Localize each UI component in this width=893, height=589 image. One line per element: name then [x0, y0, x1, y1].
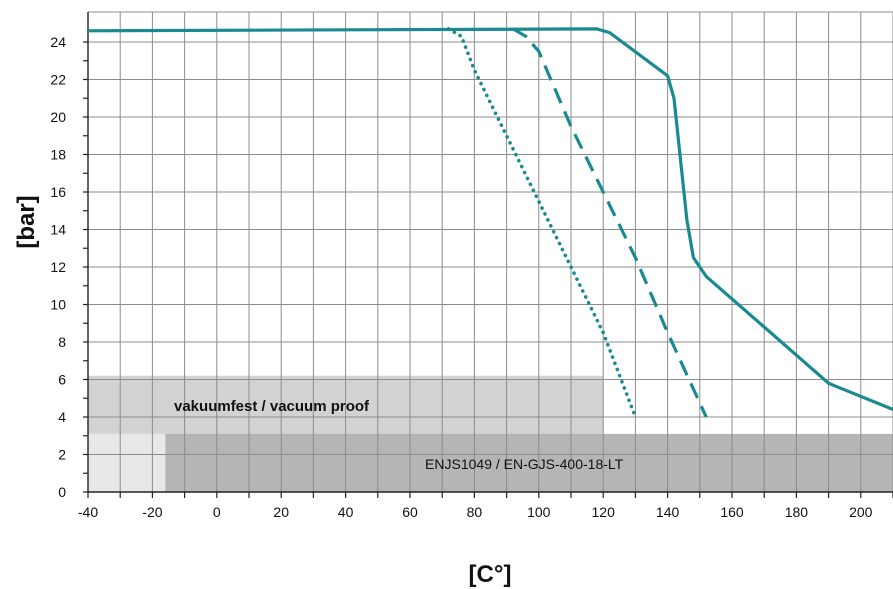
x-tick-label: 60	[402, 504, 418, 520]
y-tick-label: 10	[50, 297, 66, 313]
y-tick-label: 12	[50, 259, 66, 275]
x-tick-label: 180	[785, 504, 809, 520]
y-tick-label: 24	[50, 34, 66, 50]
series-dotted-line	[446, 27, 638, 419]
x-tick-label: -20	[142, 504, 162, 520]
x-tick-label: 120	[592, 504, 616, 520]
x-tick-label: 200	[849, 504, 873, 520]
y-tick-label: 14	[50, 222, 66, 238]
y-tick-label: 6	[58, 372, 66, 388]
y-tick-label: 0	[58, 484, 66, 500]
y-tick-label: 16	[50, 184, 66, 200]
y-tick-label: 4	[58, 409, 66, 425]
y-axis-title: [bar]	[13, 195, 40, 248]
series-solid-line	[87, 27, 893, 411]
x-tick-label: 80	[467, 504, 483, 520]
y-tick-label: 22	[50, 72, 66, 88]
band-label-2: ENJS1049 / EN-GJS-400-18-LT	[425, 456, 624, 472]
series-layer	[87, 27, 893, 419]
axes-layer	[83, 12, 893, 498]
y-tick-label: 2	[58, 447, 66, 463]
y-tick-label: 18	[50, 147, 66, 163]
x-tick-label: 160	[720, 504, 744, 520]
band-1	[88, 433, 166, 492]
y-tick-label: 20	[50, 109, 66, 125]
grid-layer	[87, 11, 893, 493]
x-tick-label: 40	[338, 504, 354, 520]
series-dashed-line	[512, 27, 708, 418]
band-label-0: vakuumfest / vacuum proof	[174, 398, 370, 415]
x-tick-label: 100	[527, 504, 551, 520]
x-axis-title: [C°]	[469, 561, 512, 588]
x-tick-label: 20	[273, 504, 289, 520]
y-tick-label: 8	[58, 334, 66, 350]
band-2	[165, 433, 893, 492]
x-tick-label: -40	[78, 504, 98, 520]
labels-layer: -40 -20 0 20 40 60 80 100 120 140 160 180 2000246810…	[50, 34, 872, 520]
x-tick-label: 0	[213, 504, 221, 520]
bands-layer	[88, 375, 893, 492]
x-tick-label: 140	[656, 504, 680, 520]
